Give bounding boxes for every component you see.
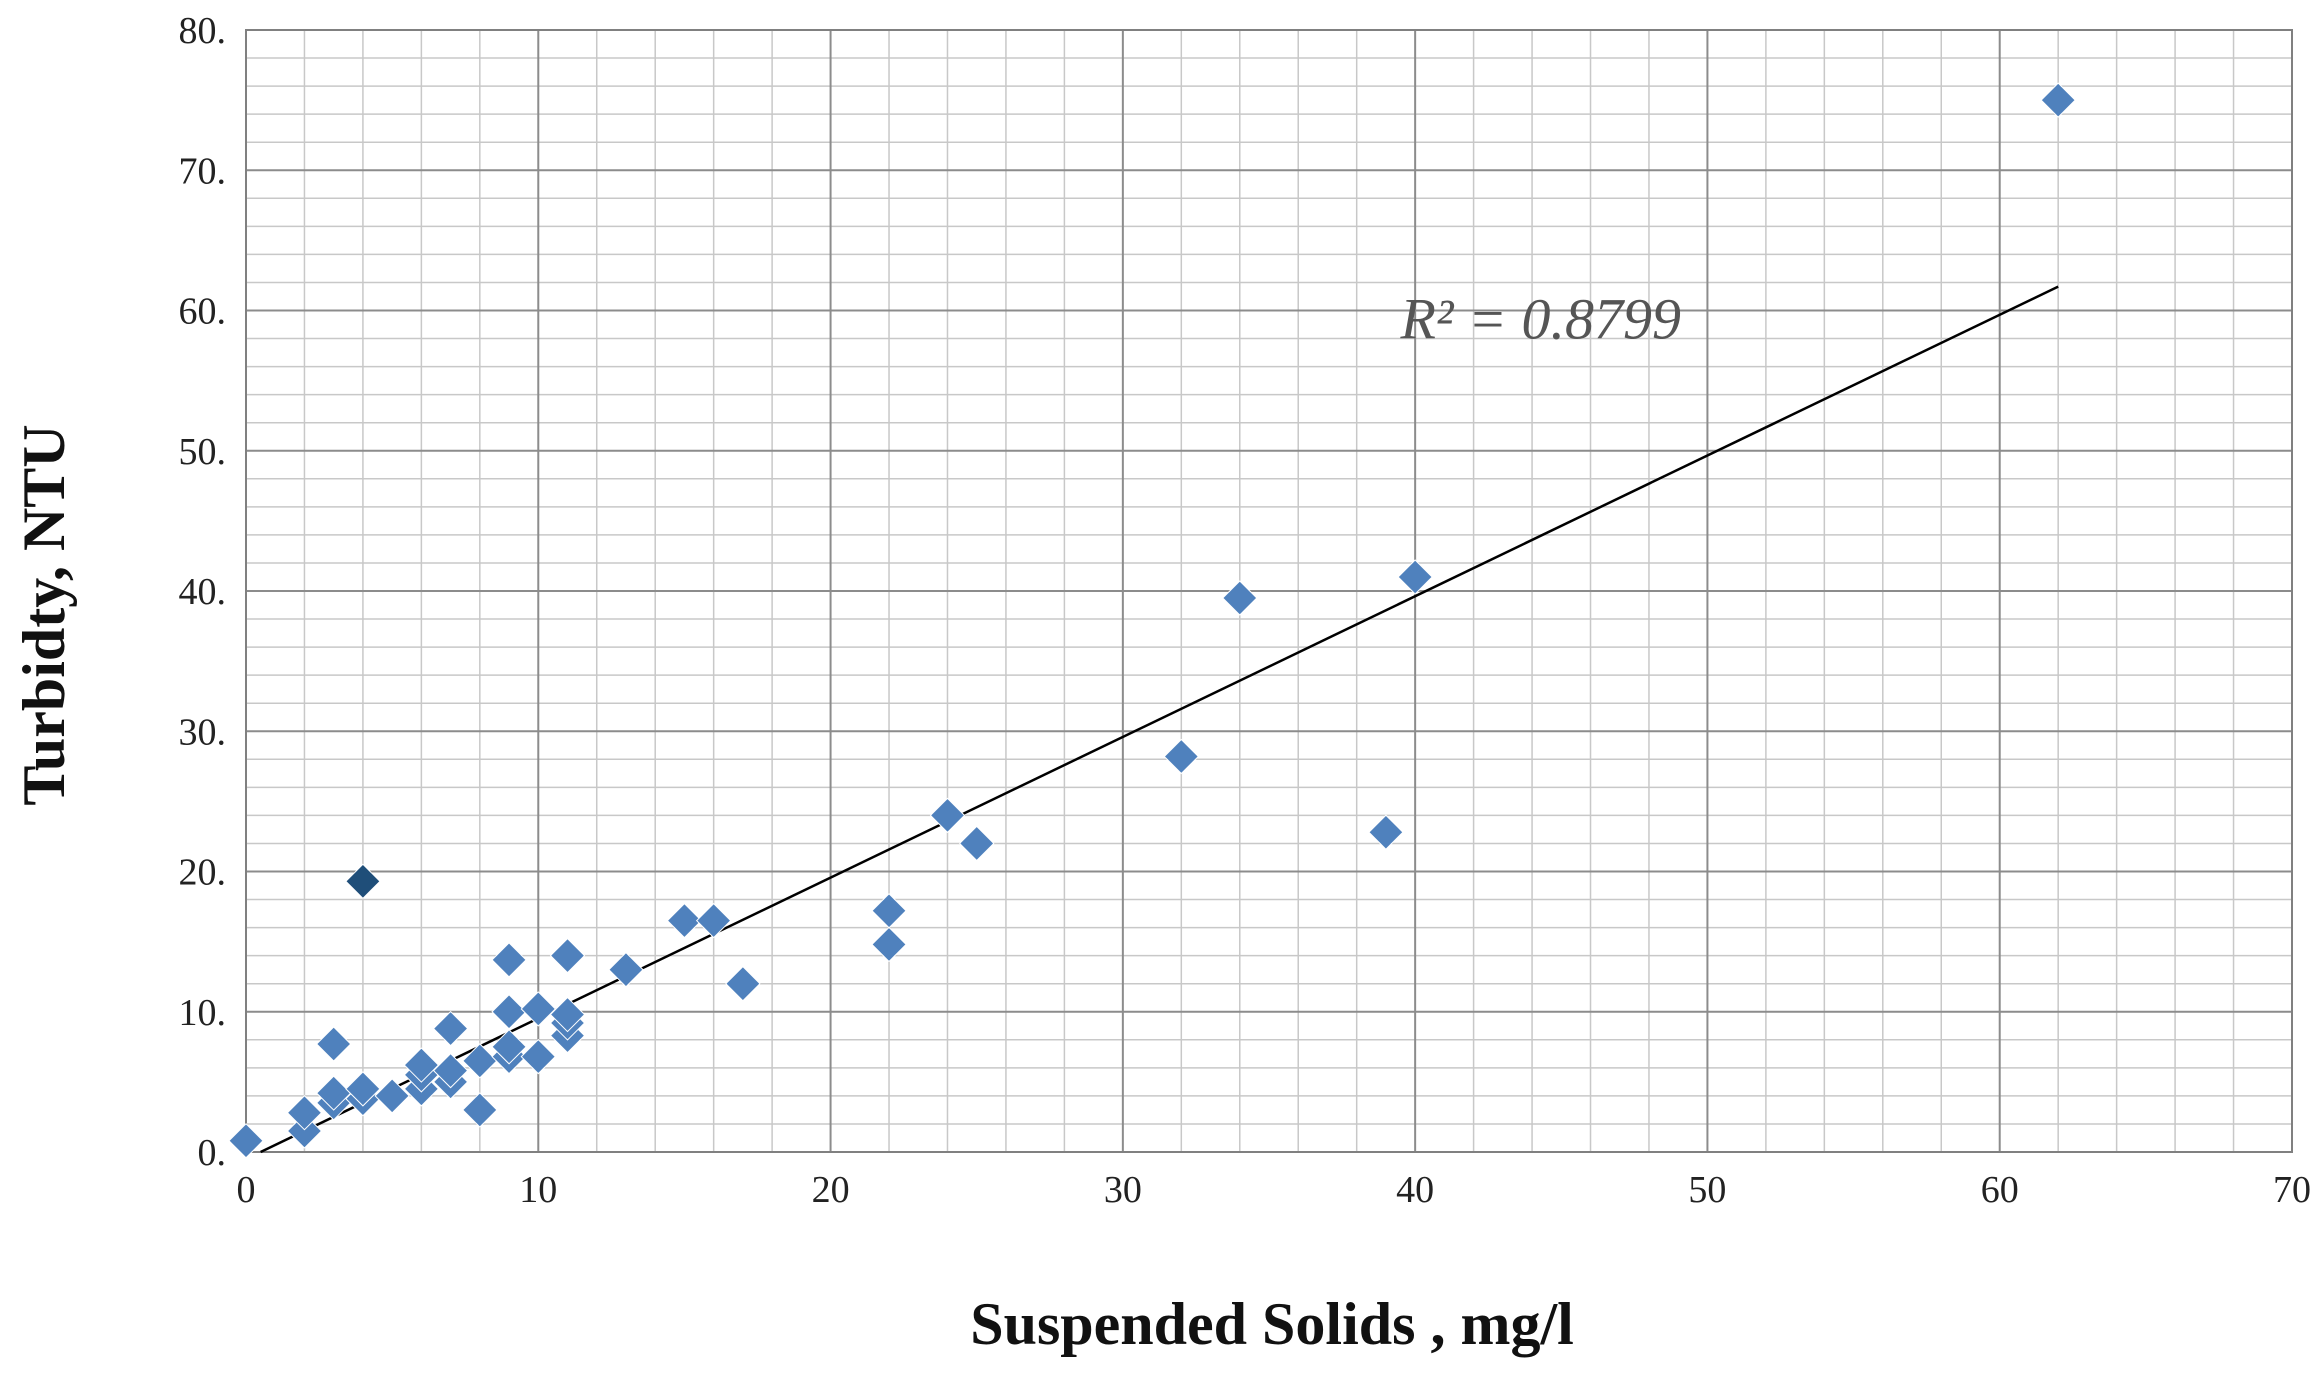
- data-point: [929, 797, 966, 834]
- data-point: [695, 902, 732, 939]
- data-point: [2040, 82, 2076, 118]
- y-axis-title: Turbidty, NTU: [11, 424, 77, 805]
- x-tick-label: 0: [237, 1169, 256, 1211]
- data-point: [432, 1052, 469, 1089]
- data-point: [286, 1095, 323, 1131]
- x-tick-label: 40: [1396, 1169, 1434, 1211]
- y-tick-label: 40.: [179, 571, 227, 613]
- y-tick-label: 70.: [179, 150, 227, 192]
- data-point: [959, 825, 995, 862]
- data-point: [315, 1075, 352, 1111]
- data-point: [666, 902, 703, 939]
- highlighted-data-point: [345, 863, 381, 900]
- y-tick-label: 50.: [179, 431, 227, 473]
- data-point: [228, 1123, 264, 1159]
- data-point: [608, 951, 644, 988]
- data-point: [374, 1078, 410, 1114]
- data-point: [549, 937, 586, 974]
- data-point: [725, 965, 761, 1002]
- data-point: [1397, 559, 1433, 595]
- data-point: [520, 1038, 556, 1075]
- data-point: [491, 994, 527, 1030]
- linear-trendline: [260, 285, 2059, 1154]
- y-tick-label: 10.: [179, 992, 227, 1034]
- data-point: [491, 942, 527, 978]
- x-tick-label: 70: [2273, 1169, 2311, 1211]
- data-point: [1368, 814, 1404, 850]
- y-tick-label: 20.: [179, 852, 227, 894]
- data-point: [432, 1010, 469, 1047]
- data-point: [462, 1043, 498, 1079]
- data-point: [871, 926, 907, 963]
- x-tick-label: 60: [1981, 1169, 2019, 1211]
- data-point: [462, 1092, 498, 1128]
- y-tick-label: 0.: [198, 1132, 227, 1174]
- data-point: [286, 1113, 323, 1149]
- x-tick-label: 20: [812, 1169, 850, 1211]
- data-point: [871, 893, 907, 929]
- r-squared-annotation: R² = 0.8799: [1400, 287, 1681, 352]
- plot-area-border: [245, 29, 2293, 1153]
- y-tick-label: 80.: [179, 10, 227, 52]
- y-tick-label: 30.: [179, 711, 227, 753]
- data-point: [549, 996, 586, 1033]
- data-point: [345, 1071, 381, 1107]
- y-axis-tick-labels: 0. 10. 20. 30. 40. 50. 60. 70. 80.: [179, 10, 227, 1174]
- x-tick-label: 30: [1104, 1169, 1142, 1211]
- y-tick-label: 60.: [179, 291, 227, 333]
- data-point: [491, 1029, 527, 1065]
- data-point: [403, 1047, 440, 1083]
- x-tick-label: 50: [1688, 1169, 1726, 1211]
- data-point: [315, 1026, 352, 1062]
- data-point: [1222, 580, 1258, 616]
- data-points: [228, 82, 2076, 1159]
- x-axis-tick-labels: 0 10 20 30 40 50 60 70: [237, 1169, 2312, 1211]
- x-axis-title: Suspended Solids , mg/l: [970, 1291, 1574, 1357]
- data-point: [1163, 738, 1200, 775]
- x-tick-label: 10: [519, 1169, 557, 1211]
- data-point: [520, 991, 556, 1027]
